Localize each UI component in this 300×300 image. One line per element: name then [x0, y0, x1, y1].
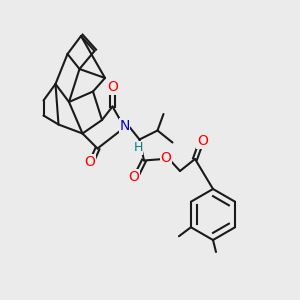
Text: N: N — [119, 119, 130, 133]
Text: O: O — [107, 80, 118, 94]
Text: O: O — [128, 170, 139, 184]
Text: H: H — [133, 141, 143, 154]
Text: O: O — [197, 134, 208, 148]
Text: O: O — [85, 155, 95, 169]
Text: O: O — [160, 151, 171, 164]
